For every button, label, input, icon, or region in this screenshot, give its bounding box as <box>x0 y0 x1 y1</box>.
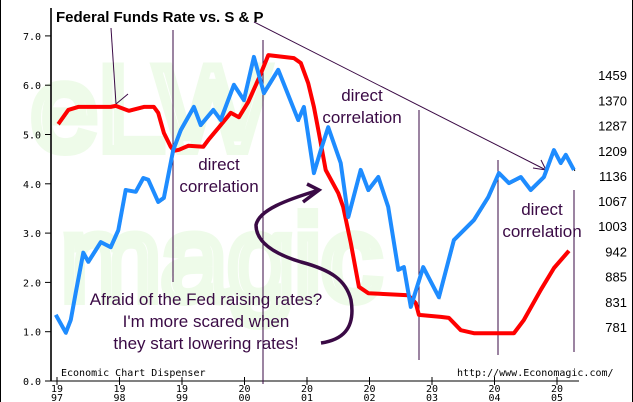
y-tick-label: 2.0 <box>23 278 41 289</box>
watermark-2: magic <box>61 192 381 326</box>
right-axis-label: 1459 <box>598 68 627 83</box>
x-tick-label-bottom: 00 <box>238 393 250 402</box>
right-axis-label: 1370 <box>598 93 627 108</box>
x-tick-label-top: 20 <box>426 384 438 395</box>
right-axis-label: 831 <box>605 295 627 310</box>
x-tick-label-top: 20 <box>301 384 313 395</box>
annotation-correlation-1: correlation <box>179 177 258 196</box>
x-tick-label-top: 20 <box>488 384 500 395</box>
x-tick-label-bottom: 02 <box>363 393 375 402</box>
x-tick-label-top: 20 <box>551 384 563 395</box>
curved-arrow <box>254 188 354 345</box>
trend-arrow-line <box>253 21 547 171</box>
x-tick-label-top: 19 <box>51 384 63 395</box>
chart-title: Federal Funds Rate vs. S & P <box>56 9 264 26</box>
x-tick-label-top: 20 <box>238 384 250 395</box>
y-tick-label: 7.0 <box>23 32 41 43</box>
quote-line-2: I'm more scared when <box>123 312 290 331</box>
annotation-direct-1: direct <box>198 155 240 174</box>
x-tick-label-bottom: 01 <box>301 393 313 402</box>
curved-arrowhead-icon <box>301 182 323 204</box>
sp500-line <box>54 54 576 335</box>
right-axis-label: 781 <box>605 320 627 335</box>
quote-line-3: they start lowering rates! <box>113 334 298 353</box>
y-tick-label: 0.0 <box>23 377 41 388</box>
right-axis-label: 885 <box>605 270 627 285</box>
annotation-correlation-2: correlation <box>322 108 401 127</box>
right-axis-label: 1067 <box>598 194 627 209</box>
title-arrow-line <box>110 27 117 105</box>
footer-url: http://www.Economagic.com/ <box>457 368 614 379</box>
x-tick-label-bottom: 99 <box>176 393 188 402</box>
annotation-correlation-3: correlation <box>502 222 581 241</box>
right-axis-label: 1209 <box>598 144 627 159</box>
title-arrowhead-icon <box>115 93 129 105</box>
x-tick-label-bottom: 04 <box>488 393 500 402</box>
x-tick-label-bottom: 03 <box>426 393 438 402</box>
y-tick-label: 6.0 <box>23 81 41 92</box>
x-tick-label-bottom: 98 <box>113 393 125 402</box>
right-axis-label: 1136 <box>599 169 627 184</box>
quote-line-1: Afraid of the Fed raising rates? <box>90 290 322 309</box>
x-tick-label-top: 19 <box>113 384 125 395</box>
x-tick-label-top: 19 <box>176 384 188 395</box>
y-tick-label: 5.0 <box>23 131 41 142</box>
right-axis-label: 942 <box>605 244 627 259</box>
y-tick-label: 3.0 <box>23 229 41 240</box>
x-tick-label-top: 20 <box>363 384 375 395</box>
y-tick-label: 1.0 <box>23 328 41 339</box>
footer-source: Economic Chart Dispenser <box>61 368 206 379</box>
right-axis-label: 1003 <box>598 219 627 234</box>
annotation-direct-3: direct <box>521 200 563 219</box>
y-tick-label: 4.0 <box>23 180 41 191</box>
right-axis-label: 1287 <box>598 119 627 134</box>
x-tick-label-bottom: 97 <box>51 393 63 402</box>
annotation-direct-2: direct <box>341 86 383 105</box>
x-tick-label-bottom: 05 <box>551 393 563 402</box>
